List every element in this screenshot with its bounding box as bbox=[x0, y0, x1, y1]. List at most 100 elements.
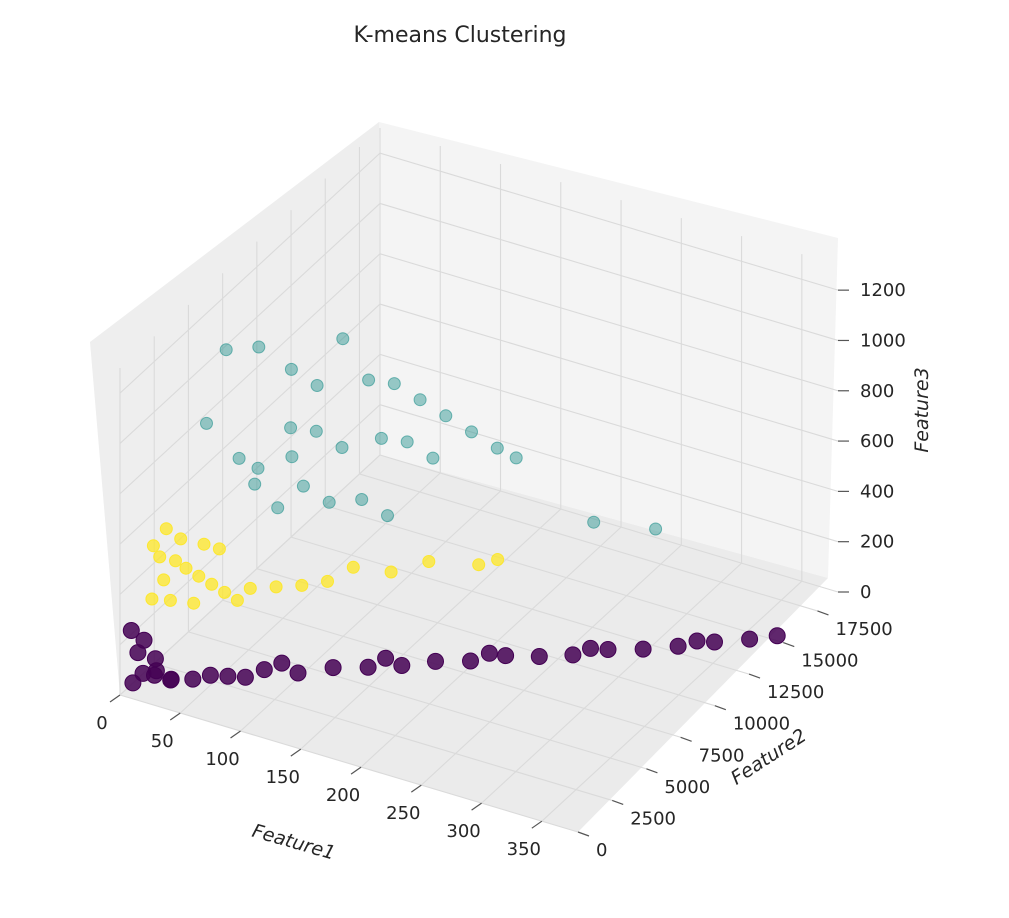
x-tick-label: 0 bbox=[96, 713, 107, 734]
z-gridline-back bbox=[379, 152, 839, 291]
cluster-0-point bbox=[582, 639, 599, 657]
cluster-1-point bbox=[355, 493, 369, 506]
x-tick-mark bbox=[410, 784, 422, 793]
x-gridline-floor bbox=[481, 562, 742, 804]
cluster-0-point bbox=[219, 667, 237, 685]
cluster-1-point bbox=[322, 495, 336, 509]
cluster-0-point bbox=[162, 670, 180, 688]
z-tick-label: 1200 bbox=[860, 280, 906, 301]
cluster-0-point bbox=[273, 654, 291, 672]
x-tick-label: 300 bbox=[446, 821, 480, 842]
cluster-2-point bbox=[243, 581, 257, 595]
cluster-1-point bbox=[336, 332, 350, 346]
cluster-0-point bbox=[184, 670, 202, 688]
y-gridline-floor bbox=[154, 662, 613, 801]
cluster-2-point bbox=[230, 593, 244, 607]
cluster-1-point bbox=[285, 450, 299, 464]
cluster-2-point bbox=[169, 554, 182, 568]
cluster-0-point bbox=[634, 640, 652, 658]
cluster-1-point bbox=[232, 451, 246, 465]
z-gridline-side bbox=[119, 253, 381, 495]
y-tick-mark bbox=[748, 673, 761, 679]
cluster-2-point bbox=[491, 553, 505, 566]
cluster-1-point bbox=[271, 501, 285, 515]
cluster-0-point bbox=[706, 633, 723, 651]
y-tick-label: 10000 bbox=[733, 714, 790, 735]
cluster-1-point bbox=[587, 515, 601, 529]
y-tick-label: 7500 bbox=[699, 745, 745, 766]
z-gridline-side bbox=[119, 152, 381, 394]
cluster-2-point bbox=[179, 561, 193, 575]
cluster-1-point bbox=[309, 424, 323, 438]
y-gridline-floor bbox=[222, 599, 681, 738]
x-tick-label: 350 bbox=[507, 839, 541, 860]
cluster-1-point bbox=[296, 479, 310, 493]
cluster-1-point bbox=[649, 522, 663, 536]
cluster-2-point bbox=[384, 565, 398, 579]
cluster-0-point bbox=[324, 659, 342, 677]
cluster-1-point bbox=[251, 461, 265, 475]
cluster-0-point bbox=[122, 622, 140, 639]
cluster-1-point bbox=[219, 343, 233, 357]
cluster-0-point bbox=[255, 661, 273, 679]
x-gridline-floor bbox=[300, 508, 562, 750]
cluster-2-point bbox=[321, 574, 334, 588]
floor-pane-xy bbox=[120, 455, 828, 832]
cluster-2-point bbox=[472, 558, 486, 572]
x-gridline-floor bbox=[420, 544, 682, 786]
cluster-0-point bbox=[480, 644, 498, 662]
x-tick-mark bbox=[531, 820, 543, 829]
z-gridline-back bbox=[379, 202, 839, 341]
cluster-2-point bbox=[187, 596, 201, 610]
x-tick-mark bbox=[471, 802, 482, 811]
cluster-1-point bbox=[310, 379, 324, 392]
z-gridline-side bbox=[119, 303, 381, 545]
y-tick-mark bbox=[783, 641, 795, 648]
cluster-2-point bbox=[159, 522, 173, 536]
scatter-points bbox=[122, 332, 786, 692]
cluster-1-point bbox=[381, 509, 394, 523]
cluster-0-point bbox=[427, 652, 444, 670]
cluster-2-point bbox=[174, 532, 188, 546]
cluster-0-point bbox=[201, 666, 219, 684]
y-tick-label: 0 bbox=[596, 840, 607, 861]
z-tick-label: 400 bbox=[860, 481, 894, 502]
x-gridline-floor bbox=[541, 580, 803, 822]
z-gridline-side bbox=[119, 203, 381, 444]
x-tick-label: 150 bbox=[266, 767, 300, 788]
y-gridline-floor bbox=[188, 631, 647, 770]
cluster-1-point bbox=[387, 377, 401, 391]
cluster-1-point bbox=[284, 421, 298, 435]
x-gridline-floor bbox=[240, 490, 501, 732]
y-tick-label: 17500 bbox=[835, 619, 892, 640]
y-gridline-floor bbox=[256, 568, 715, 707]
cluster-1-point bbox=[490, 441, 504, 455]
y-tick-mark bbox=[577, 831, 590, 837]
cluster-0-point bbox=[741, 630, 759, 648]
z-tick-label: 1000 bbox=[860, 330, 906, 351]
cluster-0-point bbox=[688, 632, 706, 650]
y-gridline-floor bbox=[359, 473, 818, 612]
cluster-2-point bbox=[212, 542, 226, 556]
cluster-2-point bbox=[146, 539, 160, 553]
y-gridline-floor bbox=[119, 694, 579, 833]
cluster-1-point bbox=[335, 441, 349, 454]
cluster-2-point bbox=[197, 537, 211, 551]
cluster-2-point bbox=[205, 577, 219, 591]
z-axis-label: Feature3 bbox=[911, 367, 933, 452]
x-tick-mark bbox=[169, 712, 181, 721]
cluster-2-point bbox=[192, 569, 206, 583]
cluster-2-point bbox=[145, 592, 159, 606]
cluster-1-point bbox=[362, 373, 376, 387]
x-tick-mark bbox=[109, 694, 121, 703]
y-tick-mark bbox=[680, 736, 692, 742]
cluster-0-point bbox=[497, 647, 515, 665]
cluster-0-point bbox=[768, 627, 786, 645]
y-tick-label: 2500 bbox=[630, 808, 676, 829]
y-tick-mark bbox=[817, 610, 829, 616]
z-tick-label: 200 bbox=[860, 532, 894, 553]
cluster-0-point bbox=[393, 657, 411, 674]
cluster-2-point bbox=[218, 585, 232, 599]
